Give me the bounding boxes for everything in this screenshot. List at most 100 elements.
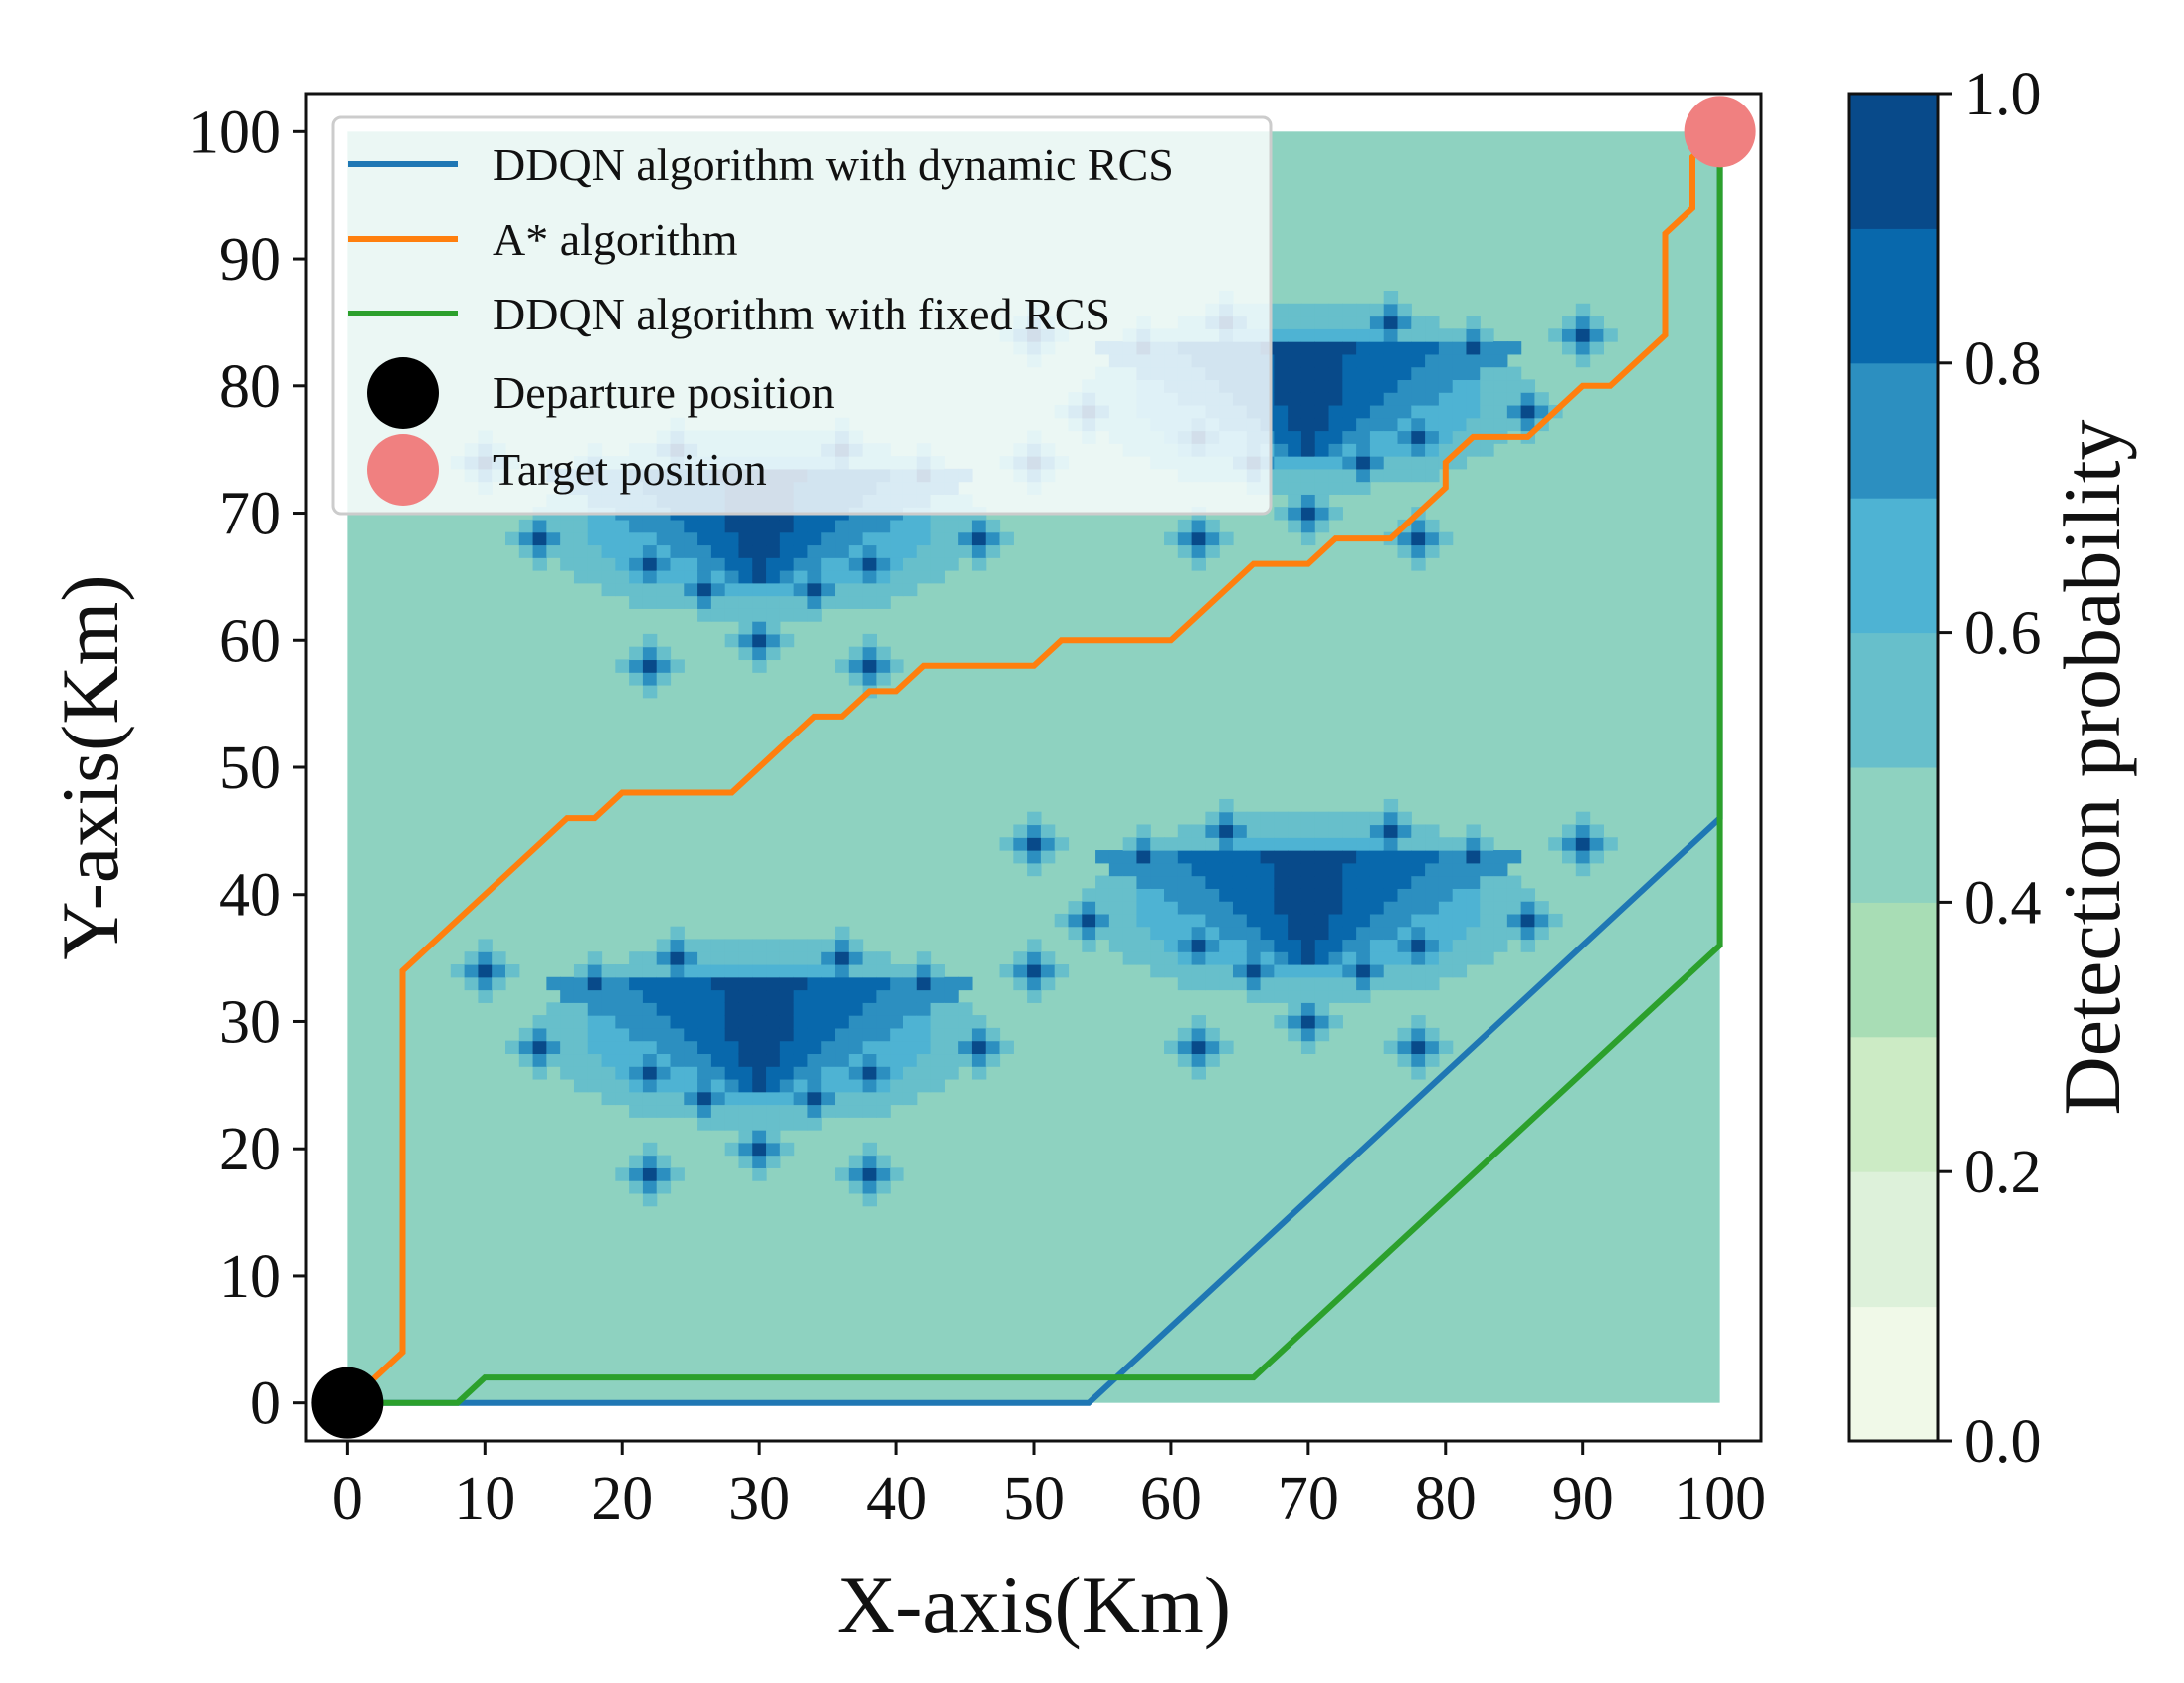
heatmap-cell bbox=[1150, 888, 1165, 902]
heatmap-cell bbox=[1425, 837, 1440, 851]
heatmap-cell bbox=[615, 963, 630, 978]
heatmap-cell bbox=[1177, 824, 1193, 838]
heatmap-cell bbox=[1369, 430, 1385, 444]
heatmap-cell bbox=[1177, 939, 1193, 952]
heatmap-cell bbox=[1425, 392, 1440, 406]
heatmap-cell bbox=[752, 1091, 767, 1106]
heatmap-cell bbox=[1520, 392, 1536, 406]
heatmap-cell bbox=[656, 1155, 672, 1168]
heatmap-cell bbox=[587, 963, 603, 978]
heatmap-cell bbox=[779, 531, 795, 546]
heatmap-cell bbox=[752, 1142, 767, 1157]
heatmap-cell bbox=[779, 1091, 795, 1106]
heatmap-cell bbox=[862, 519, 877, 533]
heatmap-cell bbox=[1342, 417, 1357, 432]
heatmap-cell bbox=[697, 570, 712, 584]
heatmap-cell bbox=[1068, 913, 1083, 928]
heatmap-cell bbox=[546, 544, 561, 558]
heatmap-cell bbox=[1356, 901, 1371, 915]
heatmap-cell bbox=[1314, 1015, 1330, 1029]
heatmap-cell bbox=[629, 646, 644, 661]
heatmap-cell bbox=[971, 531, 987, 546]
heatmap-cell bbox=[1164, 837, 1179, 851]
heatmap-cell bbox=[1274, 328, 1289, 342]
heatmap-cell bbox=[1397, 862, 1412, 877]
heatmap-cell bbox=[1438, 901, 1454, 915]
heatmap-cell bbox=[1342, 303, 1357, 317]
heatmap-cell bbox=[1425, 926, 1440, 941]
heatmap-cell bbox=[1122, 888, 1138, 902]
heatmap-cell bbox=[1589, 316, 1604, 329]
heatmap-cell bbox=[697, 976, 712, 991]
heatmap-cell bbox=[642, 1053, 658, 1067]
heatmap-cell bbox=[1300, 939, 1316, 952]
heatmap-cell bbox=[916, 1015, 932, 1029]
heatmap-cell bbox=[1328, 989, 1343, 1003]
heatmap-cell bbox=[1013, 963, 1028, 978]
heatmap-cell bbox=[916, 951, 932, 965]
heatmap-cell bbox=[601, 1040, 616, 1055]
heatmap-cell bbox=[724, 1053, 740, 1067]
heatmap-cell bbox=[930, 1053, 945, 1067]
heatmap-cell bbox=[615, 976, 630, 991]
heatmap-cell bbox=[779, 976, 795, 991]
heatmap-cell bbox=[601, 1027, 616, 1042]
heatmap-cell bbox=[1397, 811, 1412, 826]
heatmap-cell bbox=[1328, 976, 1343, 991]
heatmap-cell bbox=[930, 531, 945, 546]
heatmap-cell bbox=[848, 646, 864, 661]
heatmap-cell bbox=[793, 1078, 809, 1093]
heatmap-cell bbox=[1150, 939, 1165, 952]
heatmap-cell bbox=[1383, 850, 1399, 864]
heatmap-cell bbox=[821, 1015, 836, 1029]
heatmap-cell bbox=[1232, 951, 1248, 965]
heatmap-cell bbox=[670, 1167, 685, 1181]
heatmap-cell bbox=[697, 544, 712, 558]
heatmap-cell bbox=[1314, 850, 1330, 864]
heatmap-cell bbox=[971, 1066, 987, 1080]
heatmap-cell bbox=[766, 976, 781, 991]
heatmap-cell bbox=[1520, 404, 1536, 419]
heatmap-cell bbox=[1164, 888, 1179, 902]
heatmap-cell bbox=[902, 557, 918, 571]
heatmap-cell bbox=[684, 557, 698, 571]
heatmap-cell bbox=[697, 1078, 712, 1093]
x-tick-label: 70 bbox=[1278, 1465, 1339, 1533]
heatmap-cell bbox=[890, 1053, 904, 1067]
heatmap-cell bbox=[587, 1053, 603, 1067]
heatmap-cell bbox=[1136, 850, 1151, 864]
legend-marker-departure bbox=[367, 357, 439, 429]
heatmap-cell bbox=[504, 963, 520, 978]
heatmap-cell bbox=[779, 608, 795, 622]
heatmap-cell bbox=[1314, 989, 1330, 1003]
heatmap-cell bbox=[1219, 798, 1234, 813]
heatmap-cell bbox=[1177, 519, 1193, 533]
heatmap-cell bbox=[1383, 468, 1399, 483]
heatmap-cell bbox=[1205, 837, 1220, 851]
heatmap-cell bbox=[697, 519, 712, 533]
heatmap-cell bbox=[1548, 913, 1563, 928]
heatmap-cell bbox=[1480, 913, 1494, 928]
heatmap-cell bbox=[1328, 481, 1343, 495]
heatmap-cell bbox=[793, 1117, 809, 1131]
heatmap-cell bbox=[1369, 888, 1385, 902]
heatmap-cell bbox=[1466, 850, 1481, 864]
heatmap-cell bbox=[835, 926, 850, 941]
heatmap-cell bbox=[1288, 430, 1302, 444]
heatmap-cell bbox=[1177, 976, 1193, 991]
heatmap-cell bbox=[1575, 303, 1591, 317]
heatmap-cell bbox=[1288, 417, 1302, 432]
heatmap-cell bbox=[1164, 862, 1179, 877]
heatmap-cell bbox=[971, 1027, 987, 1042]
y-axis-title: Y-axis(Km) bbox=[45, 574, 135, 959]
heatmap-cell bbox=[807, 595, 822, 609]
heatmap-cell bbox=[807, 1066, 822, 1080]
heatmap-cell bbox=[724, 1015, 740, 1029]
heatmap-cell bbox=[1300, 443, 1316, 457]
heatmap-cell bbox=[1383, 430, 1399, 444]
heatmap-cell bbox=[1342, 366, 1357, 381]
heatmap-cell bbox=[876, 595, 891, 609]
heatmap-cell bbox=[752, 621, 767, 635]
heatmap-cell bbox=[835, 1015, 850, 1029]
heatmap-cell bbox=[958, 1053, 973, 1067]
